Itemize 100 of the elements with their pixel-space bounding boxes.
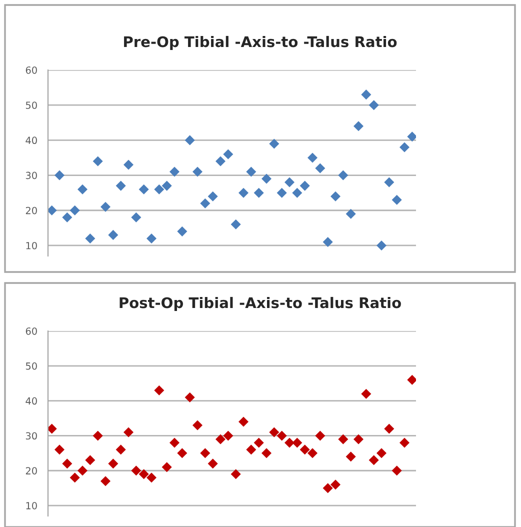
point xyxy=(177,448,188,458)
point xyxy=(184,135,195,146)
point xyxy=(192,420,203,430)
y-tick-label: 10 xyxy=(26,502,37,510)
point xyxy=(399,142,410,152)
point xyxy=(353,434,364,444)
point xyxy=(192,166,203,177)
y-tick-label: 10 xyxy=(26,242,37,250)
point xyxy=(246,444,256,455)
point xyxy=(70,472,80,483)
point xyxy=(376,448,387,458)
y-tick-label: 30 xyxy=(26,432,37,440)
point xyxy=(123,427,134,438)
point xyxy=(77,184,88,194)
y-tick-label: 20 xyxy=(26,467,37,474)
point xyxy=(276,188,287,198)
point xyxy=(223,430,234,441)
point xyxy=(361,388,372,399)
point xyxy=(154,184,164,194)
point xyxy=(62,212,72,222)
point xyxy=(85,233,96,244)
point xyxy=(307,152,318,163)
point xyxy=(384,177,394,188)
point xyxy=(100,476,111,486)
point xyxy=(169,166,180,177)
y-tick-label: 30 xyxy=(26,172,37,180)
point xyxy=(131,466,142,476)
point xyxy=(108,230,118,240)
point xyxy=(223,149,234,160)
y-tick-label: 60 xyxy=(26,66,37,74)
point xyxy=(392,194,402,205)
point xyxy=(162,180,172,191)
point xyxy=(392,466,402,476)
point xyxy=(238,416,249,427)
point xyxy=(376,240,387,250)
point xyxy=(269,138,280,149)
point xyxy=(169,438,180,448)
y-tick-label: 50 xyxy=(26,362,37,370)
point xyxy=(315,163,326,174)
point xyxy=(92,430,103,441)
point xyxy=(292,188,302,198)
point xyxy=(62,458,72,469)
point xyxy=(215,156,226,166)
point xyxy=(261,448,272,458)
point xyxy=(368,100,379,110)
point xyxy=(116,444,126,455)
point xyxy=(254,188,264,198)
point xyxy=(338,434,348,444)
point xyxy=(330,191,341,202)
point xyxy=(100,202,111,212)
point xyxy=(48,424,57,434)
point xyxy=(300,444,310,455)
y-tick-label: 50 xyxy=(26,102,37,109)
point xyxy=(246,166,256,177)
point xyxy=(322,236,333,247)
point xyxy=(254,438,264,448)
point xyxy=(361,90,372,100)
chart-title: Post-Op Tibial -Axis-to -Talus Ratio xyxy=(120,296,401,312)
point xyxy=(208,191,218,202)
point xyxy=(123,160,134,170)
point xyxy=(177,226,188,236)
point xyxy=(276,430,287,441)
point xyxy=(200,448,210,458)
point xyxy=(54,444,65,455)
point xyxy=(208,458,218,469)
point xyxy=(48,205,57,216)
point xyxy=(184,392,195,402)
point xyxy=(269,427,280,438)
point xyxy=(399,438,410,448)
point xyxy=(407,132,416,142)
point xyxy=(230,219,241,230)
point xyxy=(85,455,96,466)
point xyxy=(138,469,149,480)
point xyxy=(284,177,295,188)
point xyxy=(108,458,118,469)
point xyxy=(215,434,226,444)
point xyxy=(346,452,356,462)
point xyxy=(116,180,126,191)
point xyxy=(307,448,318,458)
point xyxy=(131,212,142,222)
point xyxy=(292,438,302,448)
point xyxy=(338,170,348,180)
point xyxy=(322,483,333,494)
point xyxy=(261,174,272,184)
point xyxy=(353,121,364,132)
y-tick-label: 20 xyxy=(26,206,37,214)
chart-title: Pre-Op Tibial -Axis-to -Talus Ratio xyxy=(124,36,397,50)
y-tick-label: 40 xyxy=(26,136,37,144)
point xyxy=(346,208,356,219)
point xyxy=(384,424,394,434)
point xyxy=(162,462,172,472)
y-tick-label: 60 xyxy=(26,327,37,335)
point xyxy=(154,385,164,396)
point xyxy=(200,198,210,208)
point xyxy=(138,184,149,194)
point xyxy=(407,374,416,385)
point xyxy=(146,472,157,483)
point xyxy=(92,156,103,166)
point xyxy=(54,170,65,180)
point xyxy=(146,233,157,244)
